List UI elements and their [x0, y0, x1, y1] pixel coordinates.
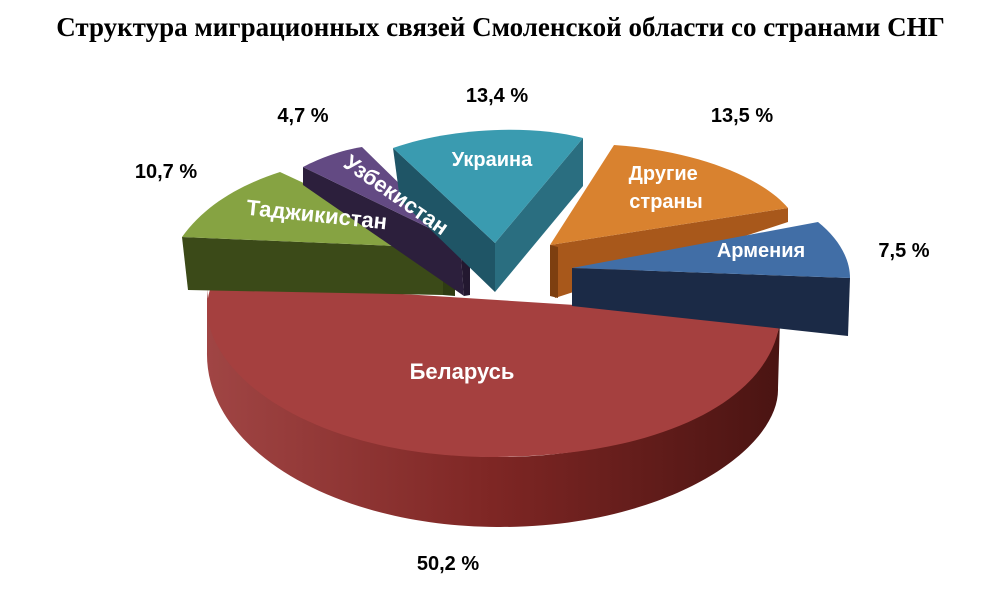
- value-armenia: 7,5 %: [878, 240, 929, 262]
- slice-ukraine: [393, 129, 583, 292]
- slice-tajikistan-side: [182, 237, 443, 295]
- chart-title: Структура миграционных связей Смоленской…: [56, 12, 945, 42]
- label-other-line1: Другие: [629, 163, 698, 185]
- slice-ukraine-top: [393, 129, 583, 243]
- label-ukraine: Украина: [452, 149, 533, 171]
- label-belarus: Беларусь: [410, 359, 515, 384]
- slice-armenia-side: [572, 268, 850, 336]
- slice-other-edge: [550, 245, 558, 298]
- label-other: Другие страны: [629, 163, 704, 213]
- slice-armenia: [572, 222, 850, 336]
- slice-uzbekistan-side: [303, 167, 464, 296]
- slice-other-top: [550, 145, 788, 245]
- slice-ukraine-right-side: [495, 138, 583, 292]
- value-tajikistan: 10,7 %: [135, 161, 197, 183]
- label-other-line2: страны: [629, 191, 702, 213]
- slice-ukraine-left-side: [393, 148, 495, 292]
- label-armenia: Армения: [717, 240, 805, 262]
- value-uzbekistan: 4,7 %: [277, 105, 328, 127]
- value-belarus: 50,2 %: [417, 553, 479, 575]
- slice-belarus: [206, 282, 780, 528]
- slice-belarus-top: [207, 282, 780, 458]
- value-other: 13,5 %: [711, 105, 773, 127]
- slice-belarus-side: [206, 282, 780, 528]
- slice-armenia-top: [572, 222, 850, 278]
- value-ukraine: 13,4 %: [466, 85, 528, 107]
